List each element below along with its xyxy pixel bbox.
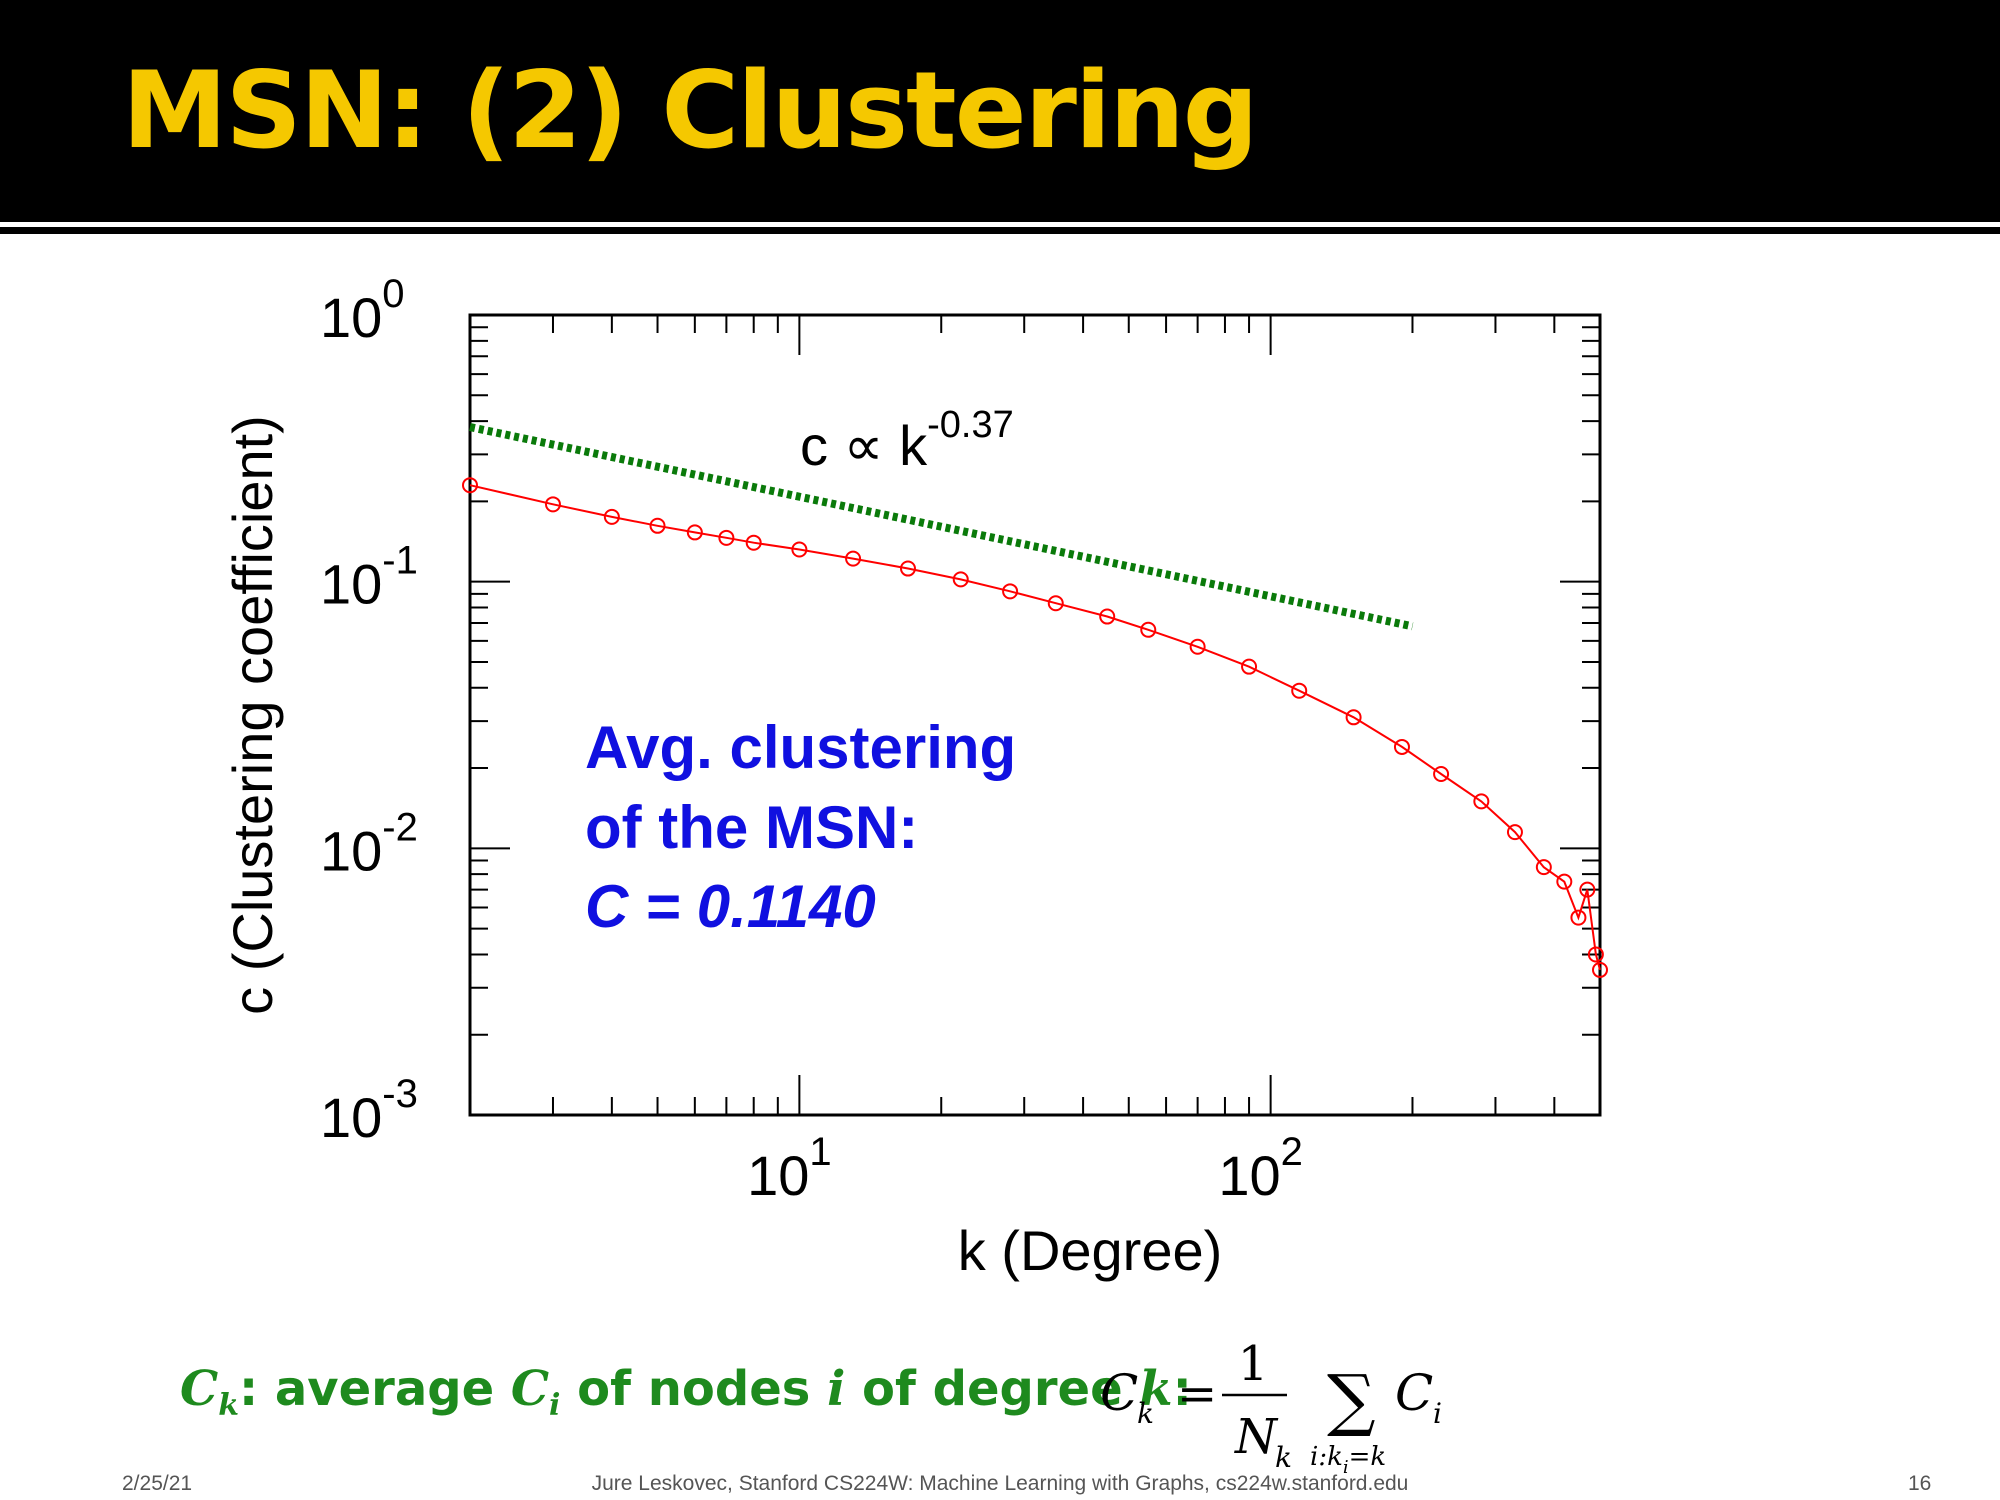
formula-term-sub: i <box>1433 1397 1442 1430</box>
x-axis-label: k (Degree) <box>958 1219 1223 1282</box>
formula-denominator-sub: k <box>1275 1441 1292 1474</box>
footer-citation: Jure Leskovec, Stanford CS224W: Machine … <box>591 1472 1409 1495</box>
data-point <box>1140 621 1157 638</box>
data-point <box>1393 738 1410 755</box>
y-tick-label: 10-3 <box>320 1072 418 1149</box>
data-point <box>603 508 620 525</box>
slide-title: MSN: (2) Clustering <box>122 49 1259 172</box>
formula-lhs: C <box>1100 1364 1138 1422</box>
formula-sum-index: i:ki=k <box>1310 1442 1386 1475</box>
title-rule <box>0 227 2000 234</box>
axis-ticks <box>470 315 1600 1115</box>
data-point <box>1587 946 1604 963</box>
data-point <box>649 517 666 534</box>
y-tick-label-base: 10 <box>320 819 382 882</box>
x-tick-label-base: 10 <box>747 1144 809 1207</box>
y-tick-label-base: 10 <box>320 553 382 616</box>
data-point <box>686 524 703 541</box>
annotation-line-1: Avg. clustering <box>585 714 1017 781</box>
annotation-line-2: of the MSN: <box>585 794 919 861</box>
data-point <box>1241 658 1258 675</box>
def-text-a: : average <box>239 1361 511 1417</box>
sum-index-rhs: =k <box>1349 1442 1387 1472</box>
y-tick-label-exponent: 0 <box>382 272 404 316</box>
data-point <box>1473 793 1490 810</box>
data-point <box>544 496 561 513</box>
data-point <box>1345 709 1362 726</box>
series-markers <box>462 477 1608 978</box>
data-point <box>1535 859 1552 876</box>
y-tick-label-exponent: -2 <box>382 805 418 849</box>
data-point <box>1002 583 1019 600</box>
y-tick-label: 10-1 <box>320 539 418 616</box>
data-point <box>1506 824 1523 841</box>
def-text-c: of degree <box>845 1361 1140 1417</box>
data-point <box>1579 881 1596 898</box>
y-tick-label-base: 10 <box>320 286 382 349</box>
data-point <box>899 560 916 577</box>
def-ci-symbol: C <box>510 1361 550 1417</box>
data-point <box>462 477 478 494</box>
y-tick-label-exponent: -3 <box>382 1072 418 1116</box>
formula-lhs-sub: k <box>1137 1397 1154 1430</box>
footer-date: 2/25/21 <box>122 1472 193 1495</box>
y-tick-label: 10-2 <box>320 805 418 882</box>
x-tick-label-exponent: 2 <box>1281 1130 1303 1174</box>
data-point <box>718 529 735 546</box>
data-point <box>845 550 862 567</box>
y-tick-label: 100 <box>320 272 405 349</box>
data-point <box>791 541 808 558</box>
data-point <box>1189 638 1206 655</box>
x-tick-label: 102 <box>1218 1130 1303 1207</box>
formula-term: C <box>1395 1364 1433 1422</box>
def-i-symbol: i <box>827 1361 846 1417</box>
data-point <box>1570 909 1587 926</box>
data-point <box>1592 961 1608 978</box>
data-point <box>1433 765 1450 782</box>
def-c-symbol: C <box>180 1361 219 1417</box>
data-point <box>1556 873 1573 890</box>
sigma-icon: ∑ <box>1327 1361 1376 1440</box>
data-point <box>1047 595 1064 612</box>
series-line <box>469 484 1601 971</box>
data-point <box>1291 682 1308 699</box>
plot-frame <box>468 313 1602 1117</box>
footer-page-number: 16 <box>1908 1472 1932 1495</box>
fit-label: c ∝ k-0.37 <box>800 404 1014 477</box>
def-i-sub: i <box>549 1388 561 1423</box>
power-law-fit-line <box>469 423 1414 631</box>
formula: C k = 1 N k ∑ i:ki=k C i <box>1100 1336 1442 1475</box>
fit-label-exponent: -0.37 <box>927 404 1014 446</box>
y-tick-label-exponent: -1 <box>382 539 418 583</box>
fit-label-base: c ∝ k <box>800 414 928 477</box>
formula-equals: = <box>1177 1366 1217 1422</box>
x-tick-label-base: 10 <box>1218 1144 1280 1207</box>
def-text-b: of nodes <box>560 1361 828 1417</box>
sum-index-lhs: i:k <box>1310 1442 1343 1472</box>
data-point <box>1099 608 1116 625</box>
def-colon: : <box>1172 1361 1192 1417</box>
data-point <box>952 571 969 588</box>
formula-denominator: N <box>1234 1409 1279 1465</box>
def-k-symbol: k <box>1139 1361 1173 1417</box>
definition-text: Ck: average Ci of nodes i of degree k: <box>180 1365 1192 1421</box>
annotation-line-3: C = 0.1140 <box>585 873 876 940</box>
y-tick-label-base: 10 <box>320 1086 382 1149</box>
sum-index-sub: i <box>1343 1457 1349 1475</box>
title-bar <box>0 0 2000 222</box>
title-rule-gap <box>0 222 2000 227</box>
x-tick-label-exponent: 1 <box>809 1130 831 1174</box>
x-tick-label: 101 <box>747 1130 832 1207</box>
formula-numerator: 1 <box>1238 1336 1269 1392</box>
y-axis-label: c (Clustering coefficient) <box>221 415 284 1015</box>
data-point <box>745 534 762 551</box>
def-k-sub: k <box>218 1388 239 1423</box>
